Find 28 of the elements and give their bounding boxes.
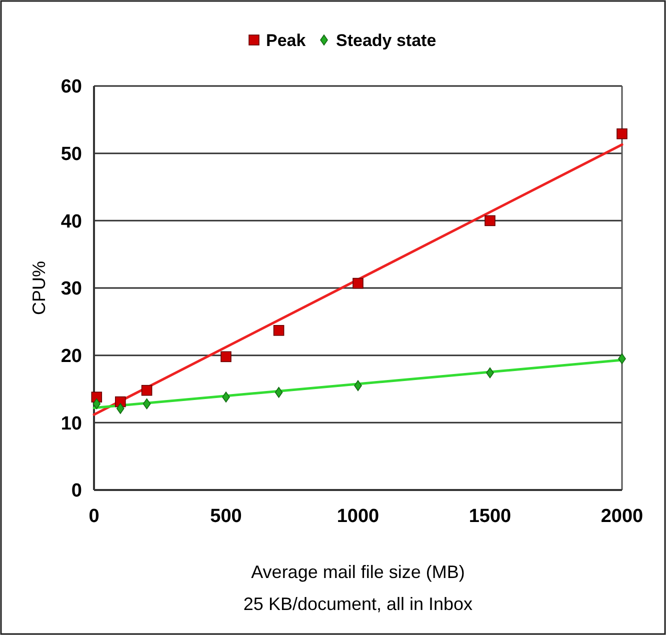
x-tick-label: 0 bbox=[88, 506, 100, 527]
text: 25 KB/document, all in Inbox bbox=[243, 594, 473, 614]
x-tick-label: 500 bbox=[210, 506, 242, 527]
y-tick-label: 10 bbox=[60, 413, 82, 434]
point bbox=[220, 351, 232, 362]
x-tick-label: 2000 bbox=[600, 506, 644, 527]
point bbox=[141, 384, 152, 396]
point bbox=[616, 128, 628, 140]
legend-label: Steady state bbox=[336, 30, 436, 50]
point bbox=[352, 278, 364, 289]
y-axis-title: CPU% bbox=[29, 260, 49, 316]
y-tick-label: 60 bbox=[60, 76, 82, 98]
point bbox=[116, 403, 124, 414]
legend-label: Peak bbox=[266, 30, 306, 50]
x-tick-label: 1500 bbox=[468, 506, 512, 527]
y-tick-label: 50 bbox=[60, 144, 82, 165]
point bbox=[142, 398, 151, 410]
y-tick-label: 40 bbox=[60, 211, 82, 232]
point bbox=[274, 386, 283, 398]
x-tick-label: 1000 bbox=[336, 506, 380, 527]
y-tick-label: 30 bbox=[60, 278, 82, 300]
y-tick-label: 0 bbox=[71, 480, 82, 502]
point bbox=[484, 215, 496, 226]
y-tick-label: 20 bbox=[60, 346, 82, 367]
point bbox=[222, 392, 230, 402]
point bbox=[273, 325, 284, 336]
x-axis-title: Average mail file size (MB) bbox=[251, 562, 465, 582]
point bbox=[92, 398, 101, 410]
